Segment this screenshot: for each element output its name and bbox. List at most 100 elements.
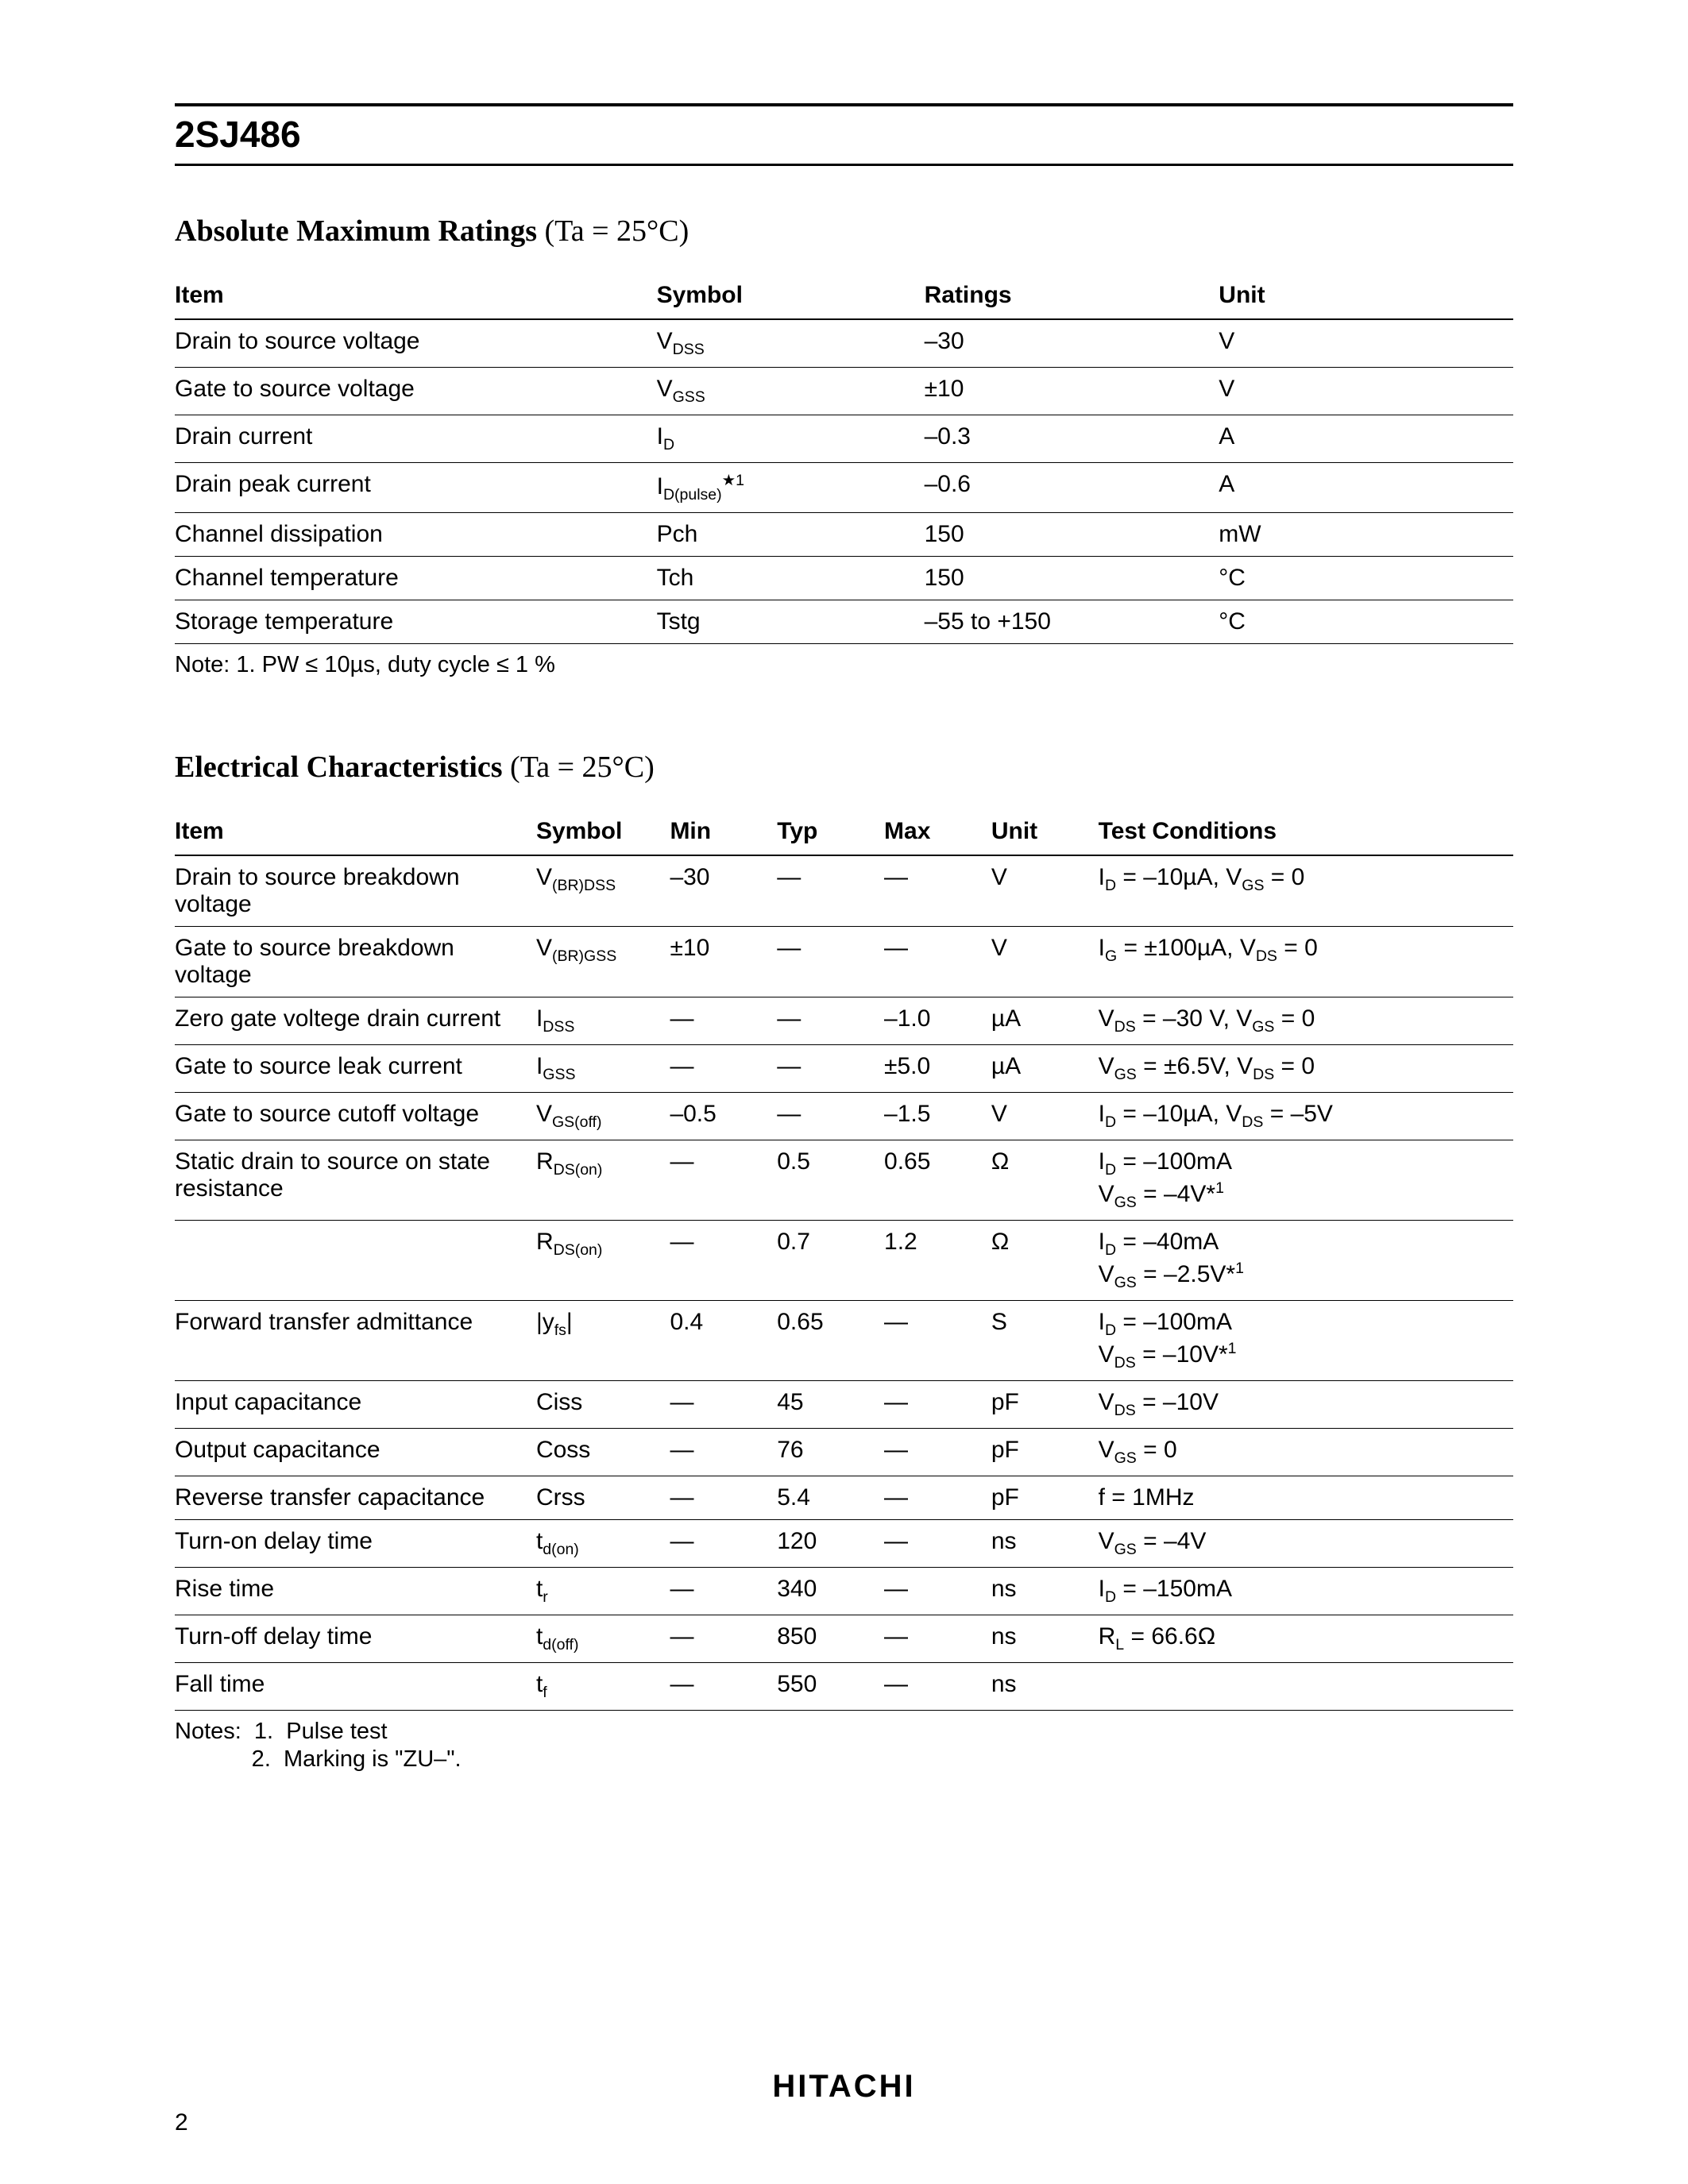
datasheet-page: 2SJ486 Absolute Maximum Ratings (Ta = 25… (0, 0, 1688, 2184)
table-cell: Drain peak current (175, 463, 657, 513)
table-cell: Coss (536, 1429, 670, 1476)
table-cell: V (1219, 319, 1513, 368)
table-cell: Crss (536, 1476, 670, 1520)
table-cell: 0.65 (884, 1140, 991, 1221)
table-cell: — (670, 997, 777, 1045)
table-row: Drain to source breakdown voltageV(BR)DS… (175, 855, 1513, 927)
note-line: 2. Marking is "ZU–". (175, 1746, 1513, 1773)
table-cell: 1.2 (884, 1221, 991, 1301)
table-cell: tr (536, 1568, 670, 1615)
table-cell: RDS(on) (536, 1140, 670, 1221)
table-cell (1099, 1663, 1513, 1711)
table-cell: td(off) (536, 1615, 670, 1663)
table-cell: Ciss (536, 1381, 670, 1429)
table-row: Input capacitanceCiss—45—pFVDS = –10V (175, 1381, 1513, 1429)
table-cell: Static drain to source on state resistan… (175, 1140, 536, 1221)
table-cell: VDS = –30 V, VGS = 0 (1099, 997, 1513, 1045)
table-cell: Input capacitance (175, 1381, 536, 1429)
column-header: Item (175, 272, 657, 319)
table-cell: V (991, 855, 1099, 927)
table-row: Storage temperatureTstg–55 to +150°C (175, 600, 1513, 644)
section1-title-cond: (Ta = 25°C) (537, 214, 689, 248)
table-cell: — (884, 927, 991, 997)
table-cell: 150 (925, 557, 1219, 600)
table-cell: VGS = 0 (1099, 1429, 1513, 1476)
table-cell: — (670, 1520, 777, 1568)
table-row: Channel temperatureTch150°C (175, 557, 1513, 600)
table-cell: tf (536, 1663, 670, 1711)
table-cell: –0.6 (925, 463, 1219, 513)
table-cell: VGS = –4V (1099, 1520, 1513, 1568)
table-cell: VGS(off) (536, 1093, 670, 1140)
column-header: Min (670, 808, 777, 855)
column-header: Unit (991, 808, 1099, 855)
table-cell: ID = –10µA, VDS = –5V (1099, 1093, 1513, 1140)
part-number-heading: 2SJ486 (175, 103, 1513, 166)
table-cell: ID = –10µA, VGS = 0 (1099, 855, 1513, 927)
table-cell: Tch (657, 557, 925, 600)
absolute-max-ratings-table: ItemSymbolRatingsUnit Drain to source vo… (175, 272, 1513, 644)
table-row: Gate to source breakdown voltageV(BR)GSS… (175, 927, 1513, 997)
table-cell: IDSS (536, 997, 670, 1045)
table-cell: –55 to +150 (925, 600, 1219, 644)
table-cell: ns (991, 1663, 1099, 1711)
table-cell: — (884, 1381, 991, 1429)
table-cell: A (1219, 415, 1513, 463)
table-cell: –1.0 (884, 997, 991, 1045)
table-row: Gate to source leak currentIGSS——±5.0µAV… (175, 1045, 1513, 1093)
table-cell: 850 (777, 1615, 884, 1663)
table-row: Static drain to source on state resistan… (175, 1140, 1513, 1221)
table-row: RDS(on)—0.71.2ΩID = –40mAVGS = –2.5V*1 (175, 1221, 1513, 1301)
table-row: Forward transfer admittance|yfs|0.40.65—… (175, 1301, 1513, 1381)
table-cell: Fall time (175, 1663, 536, 1711)
table-cell: ns (991, 1520, 1099, 1568)
table-cell: 0.4 (670, 1301, 777, 1381)
table-cell: 120 (777, 1520, 884, 1568)
table-cell: –0.3 (925, 415, 1219, 463)
table-header-row: ItemSymbolRatingsUnit (175, 272, 1513, 319)
table-cell (175, 1221, 536, 1301)
table-cell: — (884, 1615, 991, 1663)
table-cell: ID = –100mAVDS = –10V*1 (1099, 1301, 1513, 1381)
table-cell: ID = –150mA (1099, 1568, 1513, 1615)
table-cell: |yfs| (536, 1301, 670, 1381)
table-cell: — (670, 1615, 777, 1663)
table-cell: 76 (777, 1429, 884, 1476)
section1-note: Note: 1. PW ≤ 10µs, duty cycle ≤ 1 % (175, 652, 1513, 678)
table-header-row: ItemSymbolMinTypMaxUnitTest Conditions (175, 808, 1513, 855)
table-cell: 0.5 (777, 1140, 884, 1221)
table-cell: VGS = ±6.5V, VDS = 0 (1099, 1045, 1513, 1093)
note-line: Notes: 1. Pulse test (175, 1719, 1513, 1745)
table-cell: IGSS (536, 1045, 670, 1093)
table-cell: VGSS (657, 368, 925, 415)
table-cell: 0.65 (777, 1301, 884, 1381)
table-cell: Reverse transfer capacitance (175, 1476, 536, 1520)
table-cell: V (991, 1093, 1099, 1140)
table-cell: Turn-on delay time (175, 1520, 536, 1568)
table-cell: –30 (670, 855, 777, 927)
table-cell: –0.5 (670, 1093, 777, 1140)
table-cell: — (777, 1045, 884, 1093)
table-cell: ±10 (670, 927, 777, 997)
table-row: Drain peak currentID(pulse)★1–0.6A (175, 463, 1513, 513)
table-cell: — (884, 1476, 991, 1520)
table-cell: — (777, 927, 884, 997)
table-cell: RL = 66.6Ω (1099, 1615, 1513, 1663)
section2-title-cond: (Ta = 25°C) (503, 751, 655, 784)
table-cell: — (670, 1221, 777, 1301)
column-header: Item (175, 808, 536, 855)
table-row: Turn-on delay timetd(on)—120—nsVGS = –4V (175, 1520, 1513, 1568)
table-cell: pF (991, 1381, 1099, 1429)
table-cell: ±10 (925, 368, 1219, 415)
table-cell: — (884, 855, 991, 927)
table-cell: Gate to source cutoff voltage (175, 1093, 536, 1140)
table-cell: — (884, 1429, 991, 1476)
table-cell: — (884, 1520, 991, 1568)
table-cell: Turn-off delay time (175, 1615, 536, 1663)
table-row: Drain to source voltageVDSS–30V (175, 319, 1513, 368)
electrical-characteristics-table: ItemSymbolMinTypMaxUnitTest Conditions D… (175, 808, 1513, 1711)
section1-title-main: Absolute Maximum Ratings (175, 214, 537, 248)
table-cell: — (670, 1429, 777, 1476)
table-cell: Gate to source voltage (175, 368, 657, 415)
table-cell: mW (1219, 513, 1513, 557)
